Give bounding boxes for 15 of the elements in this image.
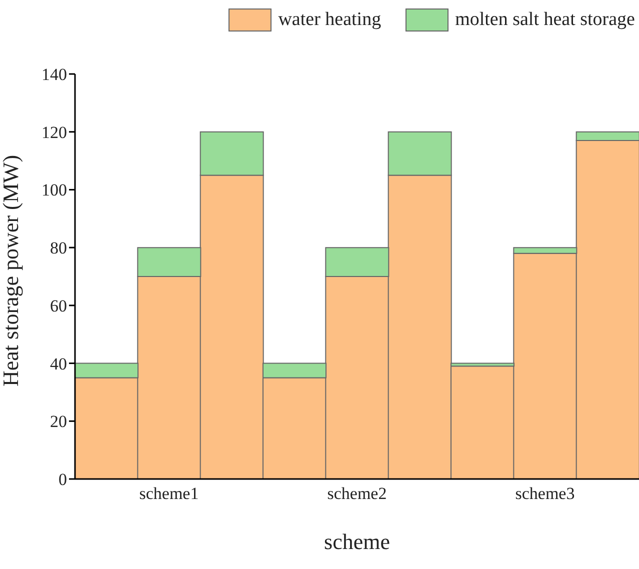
y-tick-label: 0 [58, 470, 67, 490]
y-tick-label: 120 [42, 122, 67, 142]
x-axis-title: scheme [324, 529, 390, 554]
legend-label: water heating [278, 9, 382, 31]
x-tick-label: scheme3 [515, 484, 575, 504]
y-tick-label: 60 [50, 296, 67, 316]
x-tick-label: scheme2 [327, 484, 387, 504]
y-tick-label: 20 [50, 412, 67, 432]
y-tick-label: 140 [42, 65, 67, 84]
y-axis-title: Heat storage power (MW) [0, 154, 23, 386]
x-tick-label: scheme1 [139, 484, 199, 504]
legend-label: molten salt heat storage [455, 9, 635, 31]
y-tick-label: 80 [50, 238, 67, 258]
y-tick-label: 100 [42, 180, 67, 200]
y-tick-label: 40 [50, 354, 67, 374]
